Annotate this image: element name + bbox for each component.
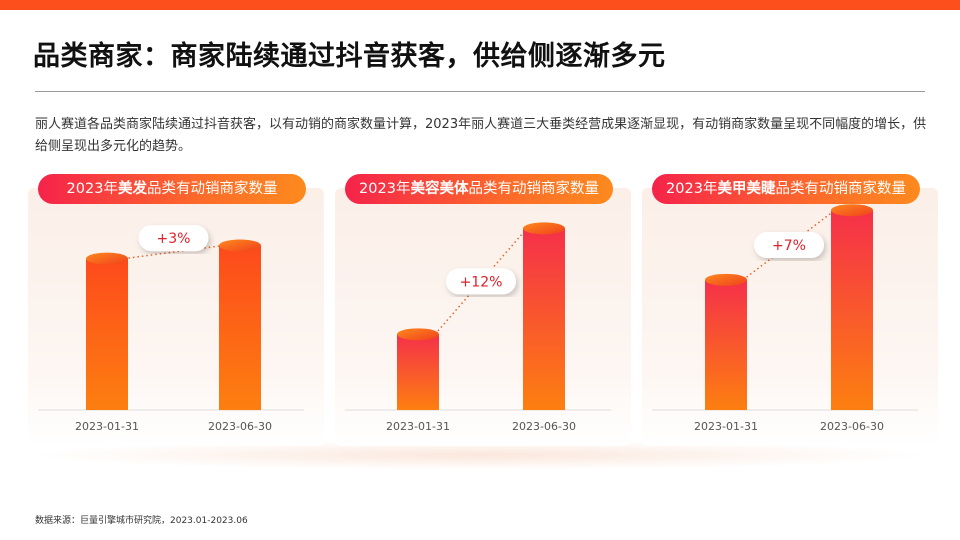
bar-top [523,222,565,235]
change-label: +7% [772,238,806,254]
chart-title-title-bold: 美发 [117,181,147,197]
bar-top [86,252,128,265]
x-tick-label: 2023-01-31 [386,420,450,433]
chart-panel: 2023年美发品类有动销商家数量 2023-01-31 2023-06-30 +3% [28,174,324,446]
bar [86,258,128,410]
x-tick-label: 2023-06-30 [208,420,272,433]
change-label: +3% [157,231,191,247]
change-badge: +12% [446,268,516,295]
chart-title-title-prefix: 2023年 [666,181,718,197]
bar-top [705,273,747,286]
x-tick-label: 2023-06-30 [512,420,576,433]
bar-top [397,328,439,341]
chart-panel: 2023年美甲美睫品类有动销商家数量 2023-01-31 2023-06-30 +7… [642,174,938,446]
chart-title-title-bold: 美甲美睫 [717,181,776,197]
change-badge: +3% [138,225,209,252]
trend-line [123,244,224,260]
bar-chart: 2023-01-31 2023-06-30 +3% [38,225,304,433]
data-source: 数据来源：巨量引擎城市研究院，2023.01-2023.06 [35,516,248,526]
chart-title: 2023年美甲美睫品类有动销商家数量 [652,174,920,204]
bar-top [831,204,873,217]
chart-title-title-suffix: 品类有动销商家数量 [468,181,599,197]
chart-title-title-suffix: 品类有动销商家数量 [775,181,906,197]
chart-title-title-bold: 美容美体 [410,181,469,197]
bar [397,334,439,410]
change-label: +12% [460,274,503,290]
chart-title-title-prefix: 2023年 [66,181,118,197]
chart-panel: 2023年美容美体品类有动销商家数量 2023-01-31 2023-06-30 +1… [335,174,631,446]
chart-title: 2023年美发品类有动销商家数量 [38,174,306,204]
bar [523,228,565,410]
top-accent-bar [0,0,960,10]
x-tick-label: 2023-01-31 [75,420,139,433]
bar [831,210,873,410]
x-tick-label: 2023-06-30 [820,420,884,433]
trend-line [742,209,836,281]
page-title: 品类商家：商家陆续通过抖音获客，供给侧逐渐多元 [33,41,666,72]
chart-title-title-suffix: 品类有动销商家数量 [146,181,278,197]
chart-title: 2023年美容美体品类有动销商家数量 [345,174,613,204]
chart-title-title-prefix: 2023年 [359,181,411,197]
change-badge: +7% [754,232,824,259]
description: 丽人赛道各品类商家陆续通过抖音获客，以有动销的商家数量计算，2023年丽人赛道三… [35,117,927,154]
bar [705,279,747,410]
bar-chart: 2023-01-31 2023-06-30 +7% [652,204,918,433]
x-tick-label: 2023-01-31 [694,420,758,433]
bar [219,245,261,410]
divider [35,91,925,92]
trend-line [434,227,528,335]
bar-chart: 2023-01-31 2023-06-30 +12% [345,222,611,433]
bar-top [219,239,261,252]
